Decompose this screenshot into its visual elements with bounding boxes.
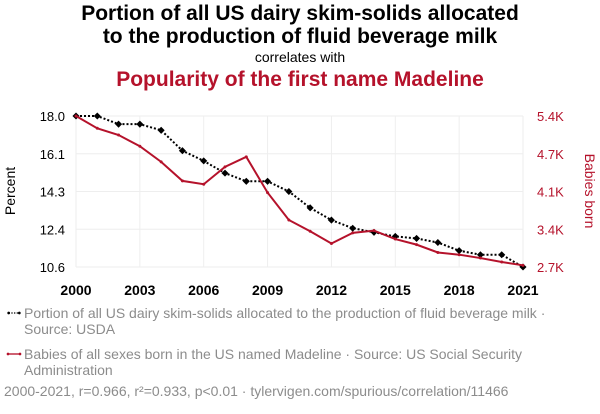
data-point-skim-solids — [93, 112, 101, 120]
data-point-skim-solids — [306, 204, 314, 212]
data-point-skim-solids — [136, 120, 144, 128]
right-axis-ticks: 5.4K 4.7K 4.1K 3.4K 2.7K — [537, 109, 564, 275]
data-point-madeline — [223, 165, 227, 169]
right-tick-label: 2.7K — [537, 260, 564, 275]
data-point-madeline — [500, 260, 504, 264]
data-point-skim-solids — [157, 126, 165, 134]
chart-title-line1: Portion of all US dairy skim-solids allo… — [81, 2, 519, 25]
data-point-skim-solids — [413, 234, 421, 242]
data-point-madeline — [457, 253, 461, 257]
x-tick-label: 2021 — [507, 282, 538, 298]
data-point-madeline — [372, 229, 376, 233]
right-axis-label: Babies born — [582, 154, 598, 229]
data-point-madeline — [308, 229, 312, 233]
data-point-skim-solids — [115, 120, 123, 128]
data-point-madeline — [351, 231, 355, 235]
data-point-madeline — [266, 191, 270, 195]
legend-item-series2: Babies of all sexes born in the US named… — [4, 346, 564, 378]
left-tick-label: 18.0 — [40, 109, 65, 124]
correlates-label: correlates with — [254, 49, 346, 65]
x-tick-label: 2012 — [316, 282, 347, 298]
legend-swatch-solid — [6, 352, 22, 356]
chart-title-secondary: Popularity of the first name Madeline — [116, 68, 484, 91]
left-axis-label: Percent — [2, 167, 18, 215]
x-tick-label: 2015 — [380, 282, 411, 298]
data-point-madeline — [117, 133, 121, 137]
data-point-madeline — [393, 237, 397, 241]
legend-item-series1: Portion of all US dairy skim-solids allo… — [4, 305, 564, 337]
data-point-skim-solids — [285, 187, 293, 196]
x-tick-label: 2018 — [444, 282, 475, 298]
data-point-skim-solids — [242, 177, 250, 185]
data-point-skim-solids — [327, 216, 335, 224]
data-point-madeline — [415, 243, 419, 247]
data-point-madeline — [202, 182, 206, 186]
data-point-skim-solids — [264, 177, 272, 185]
data-point-madeline — [159, 160, 163, 164]
chart-title-line2: to the production of fluid beverage milk — [102, 25, 498, 48]
right-tick-label: 4.1K — [537, 185, 564, 200]
data-point-madeline — [521, 263, 525, 267]
data-point-skim-solids — [498, 251, 506, 259]
left-axis-ticks: 18.0 16.1 14.3 12.4 10.6 — [40, 109, 65, 275]
footer-stats: 2000-2021, r=0.966, r²=0.933, p<0.01 · t… — [4, 383, 509, 399]
data-point-skim-solids — [349, 224, 357, 232]
series-line-skim-solids — [76, 115, 524, 268]
x-tick-label: 2009 — [252, 282, 283, 298]
left-tick-label: 10.6 — [40, 260, 65, 275]
left-tick-label: 14.3 — [40, 185, 65, 200]
data-point-madeline — [74, 114, 78, 118]
grid-lines — [75, 115, 524, 268]
right-tick-label: 5.4K — [537, 109, 564, 124]
series-line-madeline — [75, 115, 524, 267]
x-tick-label: 2003 — [124, 282, 155, 298]
data-point-skim-solids — [178, 147, 186, 155]
data-point-madeline — [95, 126, 99, 130]
left-tick-label: 12.4 — [40, 222, 65, 237]
data-point-skim-solids — [434, 238, 442, 247]
data-point-madeline — [180, 179, 184, 183]
data-point-skim-solids — [476, 251, 484, 259]
data-point-madeline — [138, 144, 142, 148]
right-tick-label: 3.4K — [537, 222, 564, 237]
data-point-skim-solids — [455, 247, 463, 255]
data-point-madeline — [287, 218, 291, 222]
x-axis-ticks: 2000 2003 2006 2009 2012 2015 2018 2021 — [60, 282, 538, 298]
data-point-madeline — [244, 155, 248, 159]
legend-label-series2: Babies of all sexes born in the US named… — [24, 346, 523, 378]
data-point-madeline — [478, 256, 482, 260]
data-point-skim-solids — [200, 157, 208, 165]
series-group — [72, 112, 527, 271]
x-tick-label: 2006 — [188, 282, 219, 298]
left-tick-label: 16.1 — [40, 147, 65, 162]
right-tick-label: 4.7K — [537, 147, 564, 162]
dual-axis-line-chart: 18.0 16.1 14.3 12.4 10.6 5.4K 4.7K 4.1K 3.4K 2.7… — [2, 109, 598, 298]
legend-swatch-dotted — [7, 311, 21, 315]
x-tick-label: 2000 — [60, 282, 91, 298]
data-point-madeline — [436, 250, 440, 254]
legend-label-series1: Portion of all US dairy skim-solids allo… — [24, 305, 546, 337]
data-point-skim-solids — [221, 169, 229, 177]
data-point-madeline — [329, 242, 333, 246]
